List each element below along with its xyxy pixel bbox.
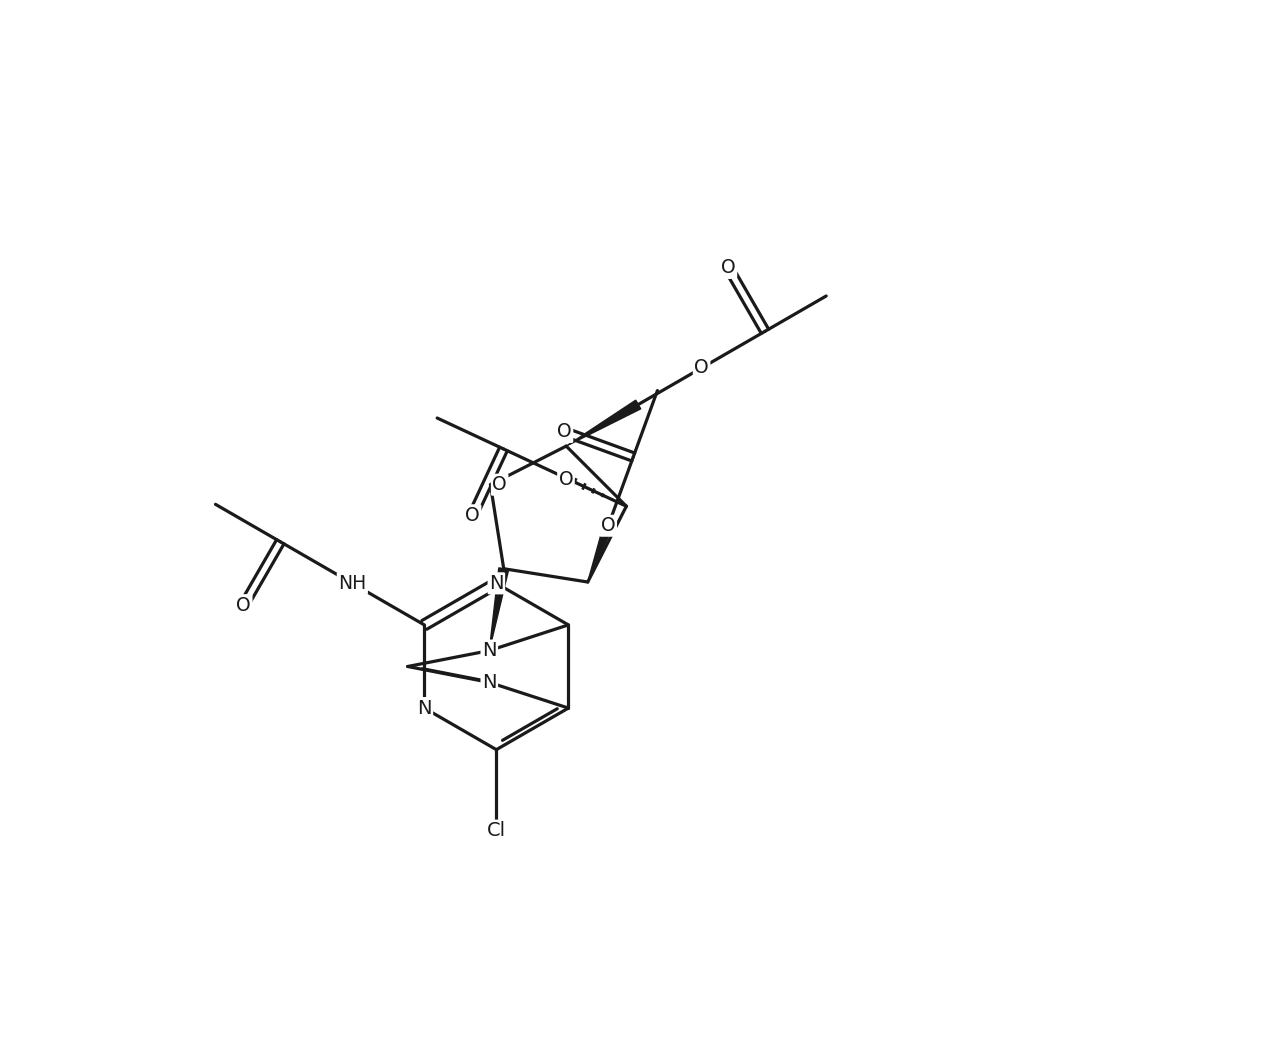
Text: N: N — [482, 641, 496, 660]
Text: O: O — [237, 596, 251, 615]
Text: NH: NH — [338, 573, 366, 592]
Text: O: O — [557, 422, 572, 441]
Polygon shape — [566, 400, 641, 446]
Text: N: N — [489, 573, 504, 592]
Text: O: O — [558, 470, 573, 489]
Text: O: O — [601, 516, 615, 535]
Text: O: O — [722, 259, 736, 278]
Text: N: N — [482, 673, 496, 692]
Polygon shape — [489, 568, 509, 650]
Text: Cl: Cl — [487, 822, 506, 841]
Text: O: O — [492, 475, 506, 494]
Text: N: N — [417, 699, 432, 718]
Polygon shape — [587, 524, 613, 582]
Text: O: O — [466, 506, 480, 525]
Text: O: O — [694, 358, 709, 377]
